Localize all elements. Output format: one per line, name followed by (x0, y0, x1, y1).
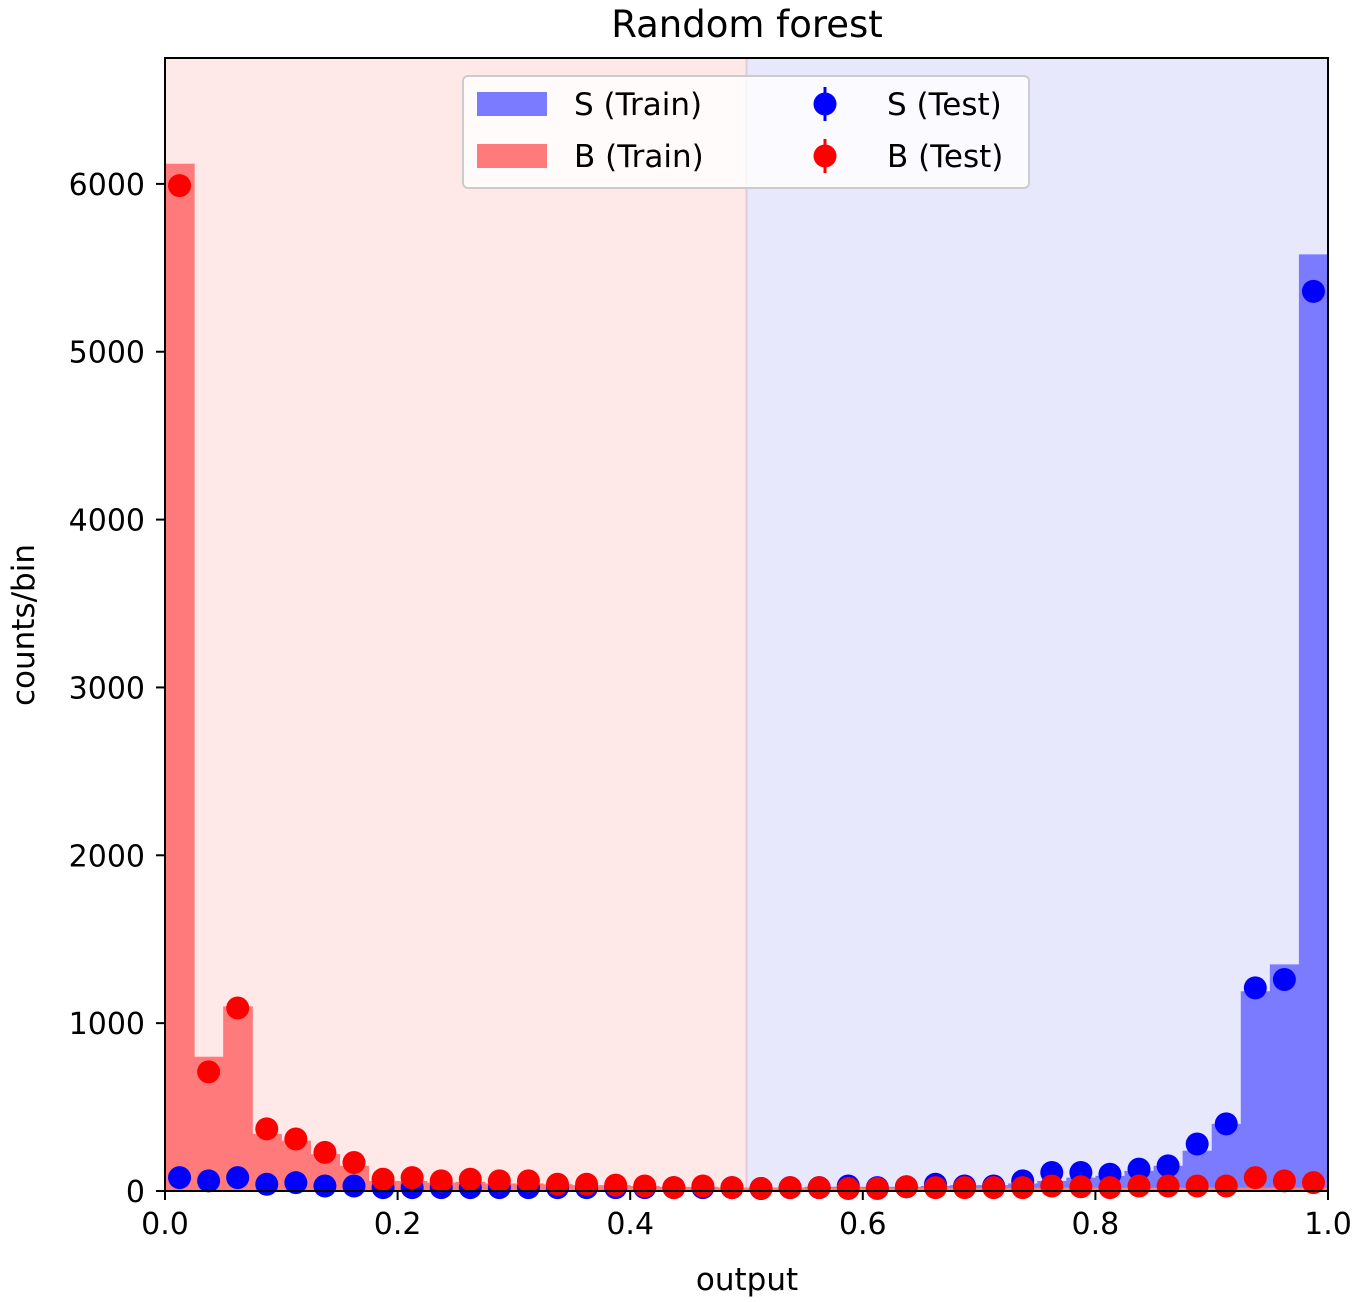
bar-strain-39 (1298, 254, 1329, 1192)
point-btest-23 (836, 1176, 860, 1200)
x-axis-label: output (696, 1262, 798, 1298)
point-stest-36 (1214, 1112, 1238, 1136)
region-1 (746, 58, 1328, 1191)
point-btest-7 (371, 1167, 395, 1191)
point-btest-33 (1127, 1174, 1151, 1198)
point-btest-21 (778, 1176, 802, 1200)
y-axis-label: counts/bin (6, 544, 42, 706)
point-btest-2 (226, 996, 250, 1020)
y-tick-label-1: 1000 (69, 1007, 145, 1042)
point-btest-10 (458, 1167, 482, 1191)
region-0 (165, 58, 747, 1191)
point-btest-13 (546, 1172, 570, 1196)
point-stest-2 (226, 1166, 250, 1190)
point-btest-0 (168, 174, 192, 198)
y-tick-label-2: 2000 (69, 839, 145, 874)
legend-label-2: B (Train) (574, 139, 704, 175)
point-btest-37 (1243, 1166, 1267, 1190)
y-tick-label-4: 4000 (69, 504, 145, 539)
point-btest-18 (691, 1174, 715, 1198)
point-btest-26 (923, 1176, 947, 1200)
y-tick-label-0: 0 (126, 1175, 145, 1210)
legend-swatch-0 (477, 92, 547, 116)
point-btest-4 (284, 1127, 308, 1151)
background-regions (165, 58, 1328, 1191)
legend-box (462, 75, 1030, 189)
legend-label-0: S (Train) (574, 87, 702, 123)
plot-frame (164, 57, 1329, 1192)
point-btest-11 (487, 1169, 511, 1193)
point-stest-0 (168, 1166, 192, 1190)
x-tick-label-1: 0.2 (374, 1207, 422, 1242)
legend-marker-1 (813, 92, 837, 116)
legend-label-1: S (Test) (887, 87, 1002, 123)
point-stest-38 (1272, 968, 1296, 992)
point-btest-15 (604, 1173, 628, 1197)
bar-btrain-0 (165, 163, 195, 1191)
y-tick-label-6: 6000 (69, 168, 145, 203)
point-btest-20 (749, 1176, 773, 1200)
point-stest-5 (313, 1174, 337, 1198)
chart-title: Random forest (611, 3, 883, 46)
point-btest-29 (1011, 1176, 1035, 1200)
point-btest-6 (342, 1150, 366, 1174)
point-btest-35 (1185, 1174, 1209, 1198)
point-btest-1 (197, 1060, 221, 1084)
point-btest-9 (429, 1169, 453, 1193)
point-btest-30 (1040, 1174, 1064, 1198)
point-btest-16 (633, 1174, 657, 1198)
test-points (168, 174, 1325, 1200)
point-btest-22 (807, 1176, 831, 1200)
point-btest-12 (516, 1169, 540, 1193)
point-btest-34 (1156, 1174, 1180, 1198)
point-stest-33 (1127, 1157, 1151, 1181)
legend-swatch-2 (477, 144, 547, 168)
point-stest-39 (1301, 279, 1325, 303)
bar-strain-37 (1240, 991, 1271, 1191)
point-btest-3 (255, 1117, 279, 1141)
point-btest-17 (662, 1176, 686, 1200)
point-btest-19 (720, 1176, 744, 1200)
point-stest-4 (284, 1171, 308, 1195)
point-btest-28 (982, 1176, 1006, 1200)
x-tick-label-3: 0.6 (839, 1207, 887, 1242)
point-btest-25 (894, 1175, 918, 1199)
point-btest-38 (1272, 1169, 1296, 1193)
bar-btrain-37 (1240, 1187, 1271, 1191)
point-stest-6 (342, 1174, 366, 1198)
bar-btrain-2 (223, 1006, 253, 1191)
point-stest-1 (197, 1169, 221, 1193)
point-btest-5 (313, 1140, 337, 1164)
y-tick-label-5: 5000 (69, 336, 145, 371)
point-btest-36 (1214, 1174, 1238, 1198)
point-btest-32 (1098, 1176, 1122, 1200)
bar-strain-38 (1269, 964, 1300, 1191)
point-stest-34 (1156, 1154, 1180, 1178)
point-stest-37 (1243, 976, 1267, 1000)
legend-label-3: B (Test) (887, 139, 1003, 175)
point-btest-31 (1069, 1175, 1093, 1199)
point-stest-35 (1185, 1132, 1209, 1156)
x-tick-label-2: 0.4 (606, 1207, 654, 1242)
x-tick-label-0: 0.0 (141, 1207, 189, 1242)
y-tick-label-3: 3000 (69, 671, 145, 706)
point-stest-3 (255, 1172, 279, 1196)
x-tick-label-5: 1.0 (1304, 1207, 1352, 1242)
point-btest-27 (953, 1176, 977, 1200)
axes: 0.0 0.2 0.4 0.6 0.8 1.0 0 1000 2000 3000 4000 5000 6… (69, 57, 1352, 1242)
point-btest-8 (400, 1166, 424, 1190)
legend-marker-3 (813, 144, 837, 168)
point-btest-24 (865, 1176, 889, 1200)
x-tick-label-4: 0.8 (1072, 1207, 1120, 1242)
point-btest-14 (575, 1172, 599, 1196)
point-btest-39 (1301, 1171, 1325, 1195)
legend: S (Train) S (Test) B (Train) B (Test) (462, 75, 1030, 189)
